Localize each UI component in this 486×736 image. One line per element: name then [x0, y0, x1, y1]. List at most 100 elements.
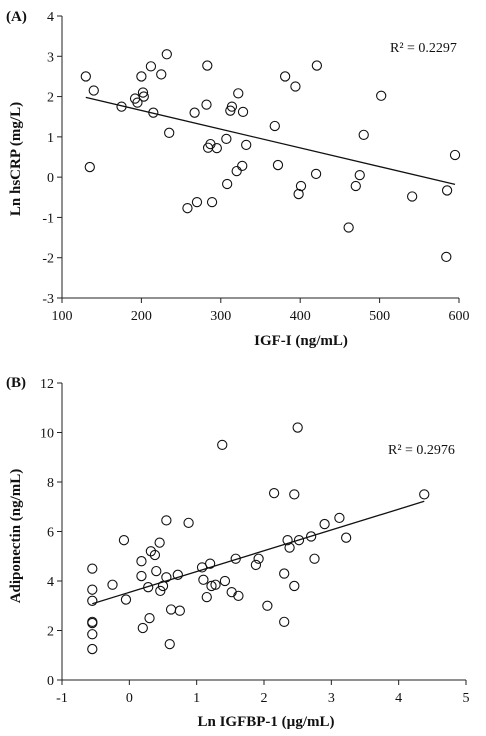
panel-a-data-point	[279, 71, 291, 82]
panel-a-data-point	[80, 71, 91, 82]
panel-a-x-tick-label: 300	[210, 309, 231, 324]
panel-b-x-tick-label: 3	[328, 691, 335, 706]
panel-b-label: (B)	[6, 375, 26, 391]
panel-a-x-tick-label: 500	[369, 309, 390, 324]
panel-b-x-tick-label: 5	[463, 691, 470, 706]
panel-b-data-point	[253, 553, 264, 564]
panel-b-y-tick-label: 0	[47, 674, 54, 689]
panel-a-data-point	[237, 106, 249, 118]
panel-b-data-point	[198, 574, 209, 585]
panel-a-data-point	[358, 129, 369, 140]
panel-b-data-point	[268, 487, 280, 499]
panel-a-label: (A)	[6, 9, 27, 25]
panel-b-data-point	[217, 439, 228, 451]
panel-b-x-tick-label: 2	[261, 691, 268, 706]
panel-b-data-point	[149, 549, 161, 561]
panel-b-data-point	[87, 629, 98, 640]
panel-a-data-point	[138, 91, 149, 102]
panel-b-data-point	[262, 600, 273, 611]
panel-a-plot-area: -3 -2 -1 0 1 2 3 4 100 200 300 400 500 600	[42, 10, 469, 324]
panel-b-data-point	[87, 563, 98, 574]
panel-a-y-tick-label: -2	[42, 252, 54, 267]
panel-a-data-point	[269, 120, 280, 132]
panel-a-data-point	[237, 160, 248, 172]
panel-b-data-point	[136, 556, 147, 567]
panel-b-x-tick-label: 0	[126, 691, 133, 706]
panel-b-data-point	[87, 617, 98, 629]
panel-b-data-point	[210, 579, 221, 590]
panel-a-data-point	[310, 168, 322, 180]
panel-a-data-point	[311, 60, 323, 71]
panel-a-data-point	[182, 203, 193, 214]
panel-a-data-point	[231, 165, 242, 177]
panel-a-y-tick-label: 0	[47, 171, 54, 186]
panel-b-data-point	[137, 622, 148, 634]
panel-a-data-point	[441, 251, 452, 263]
panel-a-data-point	[441, 185, 453, 196]
panel-a-data-point	[449, 149, 461, 161]
panel-b-data-point	[107, 579, 118, 590]
panel-a-x-axis-title: IGF-I (ng/mL)	[254, 333, 348, 349]
panel-b-data-point	[419, 489, 430, 500]
panel-b-data-point	[233, 590, 244, 601]
panel-a-data-point	[202, 60, 213, 71]
panel-a-trendline	[85, 96, 456, 186]
panel-a-data-point	[137, 87, 149, 98]
panel-b-data-point	[118, 535, 130, 546]
panel-b-trendline	[92, 500, 425, 605]
panel-b-data-point	[144, 612, 155, 624]
panel-a-data-point	[222, 178, 233, 190]
panel-b-y-tick-label: 12	[40, 377, 54, 392]
panel-b-data-point	[293, 535, 305, 546]
panel-b-data-point	[87, 584, 98, 595]
panel-a-y-tick-label: 1	[47, 131, 54, 146]
panel-a-r2-annotation: R² = 0.2297	[390, 41, 457, 56]
panel-a-data-point	[156, 69, 167, 80]
panel-b-data-point	[161, 515, 172, 526]
panel-a-y-tick-label: 3	[47, 50, 54, 65]
panel-b-data-point	[334, 512, 345, 524]
panel-a-data-point	[226, 101, 238, 112]
panel-b-data-point	[289, 489, 300, 500]
panel-a-data-point	[211, 142, 222, 154]
panel-b-data-point	[250, 559, 262, 571]
panel-b-data-point	[87, 643, 98, 655]
panel-a-data-point	[191, 196, 203, 208]
panel-a-data-point	[148, 107, 159, 118]
panel-b-data-point	[174, 605, 185, 616]
panel-a-y-tick-label: 2	[47, 91, 54, 106]
panel-b: (B) R² = 0.2976 Ln IGFBP-1 (µg/mL) Adipo…	[6, 375, 470, 730]
panel-a-data-point	[293, 188, 304, 200]
panel-a-data-point	[164, 127, 175, 138]
panel-a-data-point	[206, 196, 218, 208]
panel-a-data-point	[241, 139, 252, 151]
panel-b-data-point	[340, 532, 352, 543]
panel-b-data-point	[292, 422, 303, 433]
panel-b-data-point	[206, 580, 217, 592]
panel-a-y-tick-label: 4	[47, 10, 54, 25]
panel-b-y-tick-label: 10	[40, 427, 54, 442]
panel-a-data-point	[145, 61, 157, 72]
panel-b-data-point	[183, 517, 194, 528]
panel-b-data-point	[279, 568, 290, 579]
panel-b-x-axis-title: Ln IGFBP-1 (µg/mL)	[198, 714, 335, 730]
panel-a-data-point	[136, 71, 147, 82]
panel-b-data-point	[157, 580, 169, 592]
panel-b-data-point	[151, 565, 162, 577]
panel-b-x-tick-label: 4	[395, 691, 402, 706]
panel-a-y-tick-label: -3	[42, 292, 54, 307]
panel-a-data-point	[295, 180, 307, 192]
panel-b-data-point	[154, 537, 165, 548]
panel-b-x-tick-label: -1	[56, 691, 68, 706]
panel-a-x-tick-label: 200	[131, 309, 152, 324]
panel-a-data-point	[189, 107, 200, 118]
panel-a-data-point	[354, 169, 365, 181]
panel-b-data-point	[136, 570, 147, 582]
panel-b-data-point	[87, 595, 98, 606]
panel-a: (A) R² = 0.2297 IGF-I (ng/mL) Ln hsCRP (…	[6, 9, 470, 349]
panel-b-data-point	[155, 585, 166, 597]
panel-a-data-point	[221, 133, 232, 145]
panel-a-data-point	[233, 88, 244, 99]
